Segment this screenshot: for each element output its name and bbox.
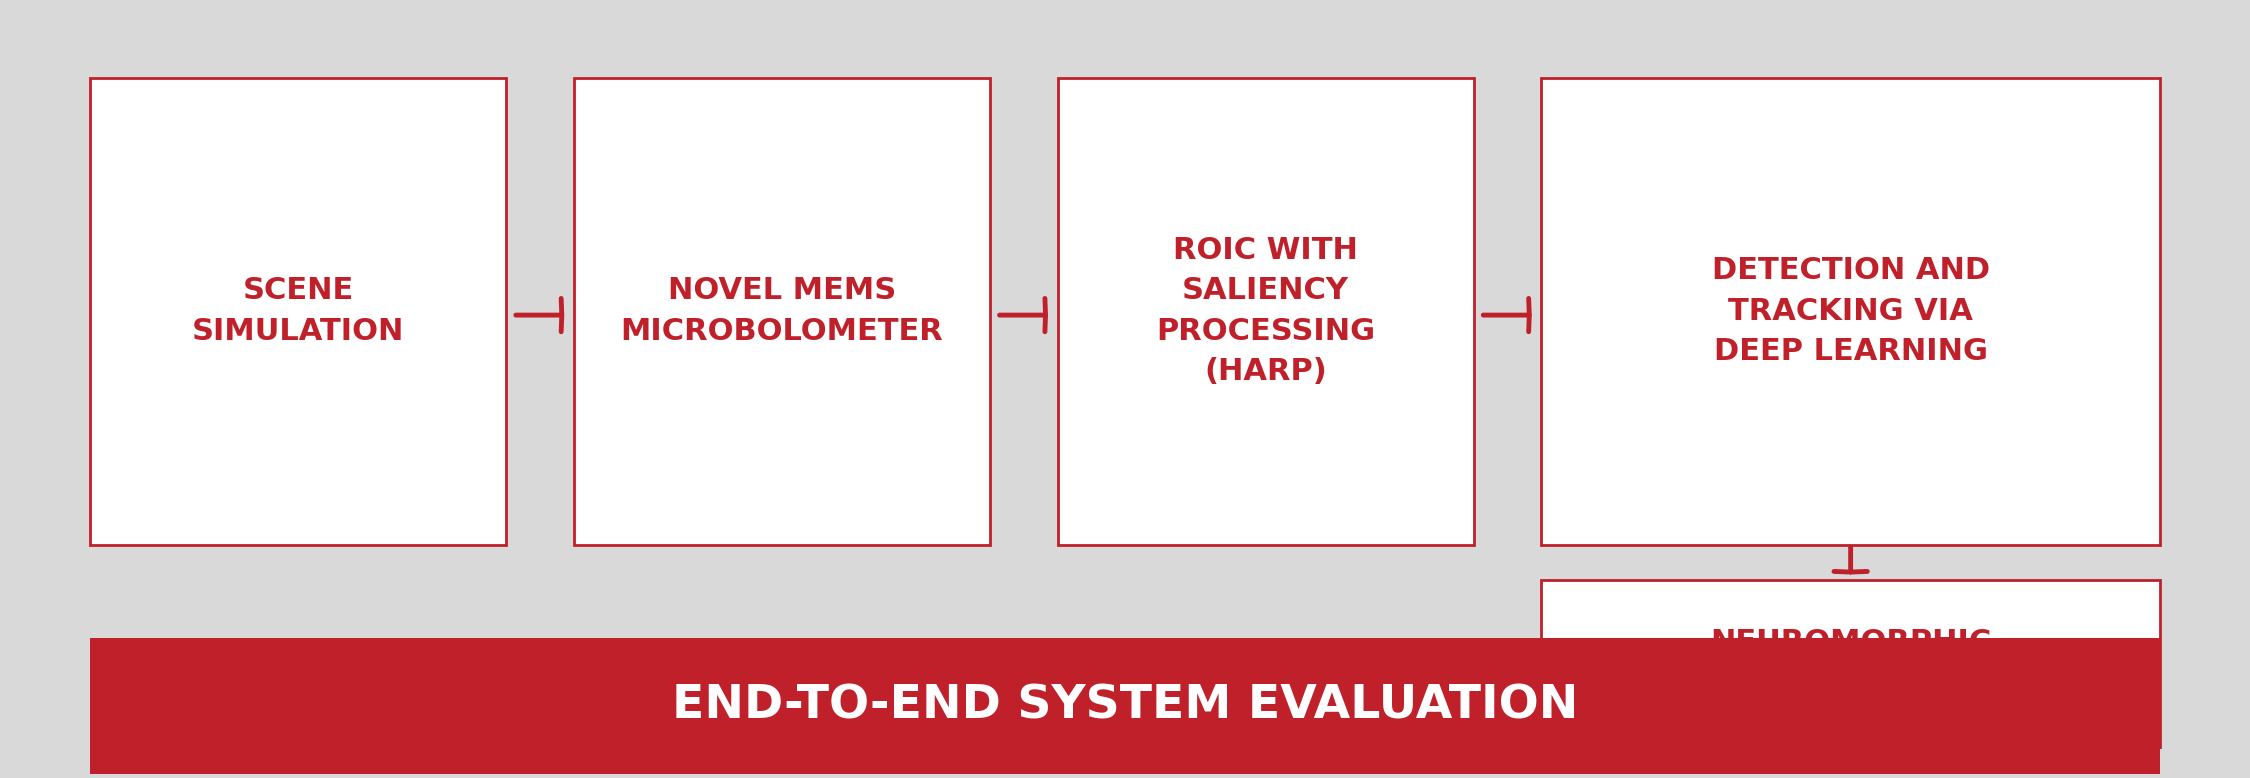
FancyBboxPatch shape [90,78,506,545]
Text: SCENE
SIMULATION: SCENE SIMULATION [191,276,405,346]
Text: END-TO-END SYSTEM EVALUATION: END-TO-END SYSTEM EVALUATION [673,684,1577,728]
Text: NEUROMORPHIC
COMPUTING: NEUROMORPHIC COMPUTING [1710,629,1991,698]
FancyBboxPatch shape [90,638,2160,774]
Text: NOVEL MEMS
MICROBOLOMETER: NOVEL MEMS MICROBOLOMETER [621,276,943,346]
Text: ROIC WITH
SALIENCY
PROCESSING
(HARP): ROIC WITH SALIENCY PROCESSING (HARP) [1156,236,1375,387]
FancyBboxPatch shape [574,78,990,545]
FancyBboxPatch shape [1058,78,1474,545]
FancyBboxPatch shape [1541,580,2160,747]
Text: DETECTION AND
TRACKING VIA
DEEP LEARNING: DETECTION AND TRACKING VIA DEEP LEARNING [1712,256,1989,366]
FancyBboxPatch shape [1541,78,2160,545]
